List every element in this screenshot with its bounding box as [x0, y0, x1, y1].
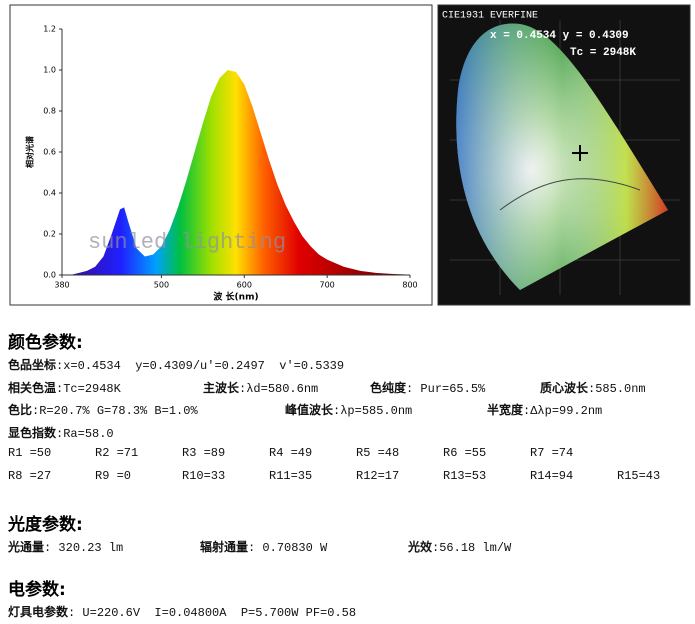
- ri-value: R15=43: [617, 469, 661, 483]
- param: 峰值波长:λp=585.0nm: [285, 401, 412, 418]
- param-value: : U=220.6V I=0.04800A P=5.700W PF=0.58: [68, 606, 357, 620]
- param-value: :λp=585.0nm: [333, 404, 413, 418]
- param: 色纯度: Pur=65.5%: [370, 379, 485, 396]
- param-label: 半宽度: [487, 403, 524, 417]
- param-value: :Δλp=99.2nm: [523, 404, 603, 418]
- param: 色品坐标:x=0.4534 y=0.4309/u'=0.2497 v'=0.53…: [8, 356, 344, 373]
- y-tick-label: 1.0: [43, 66, 56, 75]
- param-value: : 320.23 lm: [44, 541, 124, 555]
- param: 光通量: 320.23 lm: [8, 538, 123, 555]
- param-value: :λd=580.6nm: [239, 381, 319, 396]
- cie-tc: Tc = 2948K: [570, 47, 636, 59]
- ri-value: R5 =48: [356, 446, 400, 460]
- ri-value: R3 =89: [182, 446, 226, 460]
- ri-value: R10=33: [182, 469, 226, 483]
- param-value: :Tc=2948K: [56, 381, 121, 396]
- param-label: 色品坐标: [8, 358, 57, 372]
- cie-title: CIE1931 EVERFINE: [442, 11, 538, 22]
- param-value: : Pur=65.5%: [406, 381, 486, 396]
- chromaticity-point: [572, 145, 588, 161]
- cie-locus-overlay: [456, 23, 668, 290]
- y-tick-label: 1.2: [43, 25, 56, 34]
- ri-value: R6 =55: [443, 446, 487, 460]
- param-label: 显色指数: [8, 425, 57, 440]
- section-heading: 颜色参数:: [8, 333, 83, 353]
- param-value: :585.0nm: [588, 381, 646, 396]
- param-value: : 0.70830 W: [248, 541, 328, 555]
- ri-value: R11=35: [269, 469, 313, 483]
- x-tick-label: 800: [402, 281, 417, 290]
- y-tick-label: 0.6: [43, 148, 56, 157]
- param-label: 色比: [8, 403, 33, 417]
- x-axis-label: 波 长(nm): [213, 291, 258, 303]
- param-label: 相关色温: [8, 380, 57, 395]
- param-value: :R=20.7% G=78.3% B=1.0%: [32, 404, 198, 418]
- param-label: 灯具电参数: [8, 605, 69, 619]
- y-tick-label: 0.4: [43, 189, 56, 198]
- param: 色比:R=20.7% G=78.3% B=1.0%: [8, 401, 198, 418]
- param-label: 主波长: [203, 380, 240, 395]
- spectrum-area: [62, 70, 410, 275]
- ri-value: R13=53: [443, 469, 487, 483]
- param: 半宽度:Δλp=99.2nm: [487, 401, 602, 418]
- x-tick-label: 700: [320, 281, 335, 290]
- param: 质心波长:585.0nm: [540, 379, 646, 396]
- ri-value: R1 =50: [8, 446, 52, 460]
- param: 辐射通量: 0.70830 W: [200, 538, 327, 555]
- param-label: 峰值波长: [285, 403, 334, 417]
- ri-value: R9 =0: [95, 469, 132, 483]
- param-value: :56.18 lm/W: [432, 541, 512, 555]
- param: 主波长:λd=580.6nm: [203, 379, 318, 396]
- x-tick-label: 600: [237, 281, 252, 290]
- ri-value: R12=17: [356, 469, 400, 483]
- param-label: 光通量: [8, 540, 45, 554]
- x-tick-label: 380: [54, 281, 69, 290]
- ri-value: R14=94: [530, 469, 574, 483]
- param-value: :Ra=58.0: [56, 426, 114, 441]
- section-heading: 电参数:: [8, 580, 66, 600]
- ri-value: R7 =74: [530, 446, 574, 460]
- ri-value: R2 =71: [95, 446, 139, 460]
- param-label: 光效: [408, 540, 433, 554]
- param: 相关色温:Tc=2948K: [8, 379, 121, 396]
- charts: 0.0 0.2 0.4 0.6 0.8 1.0 1.2 380 500 600 700 800 波 长(…: [9, 4, 691, 306]
- param-label: 色纯度: [370, 380, 407, 395]
- param-label: 质心波长: [540, 380, 589, 395]
- param-value: :x=0.4534 y=0.4309/u'=0.2497 v'=0.5339: [56, 359, 345, 373]
- param: 显色指数:Ra=58.0: [8, 424, 114, 441]
- planck-locus: [499, 178, 641, 211]
- y-tick-label: 0.8: [43, 107, 56, 116]
- param-label: 辐射通量: [200, 540, 249, 554]
- ri-value: R4 =49: [269, 446, 313, 460]
- x-tick-label: 500: [154, 281, 169, 290]
- param: 灯具电参数: U=220.6V I=0.04800A P=5.700W PF=0…: [8, 603, 356, 620]
- y-tick-label: 0.0: [43, 271, 56, 280]
- y-tick-label: 0.2: [43, 230, 56, 239]
- y-axis-label: 相对光谱: [25, 136, 35, 168]
- param: 光效:56.18 lm/W: [408, 538, 511, 555]
- watermark: sunled lighting: [88, 230, 286, 255]
- cie-coords: x = 0.4534 y = 0.4309: [490, 30, 629, 42]
- ri-value: R8 =27: [8, 469, 52, 483]
- section-heading: 光度参数:: [8, 515, 83, 535]
